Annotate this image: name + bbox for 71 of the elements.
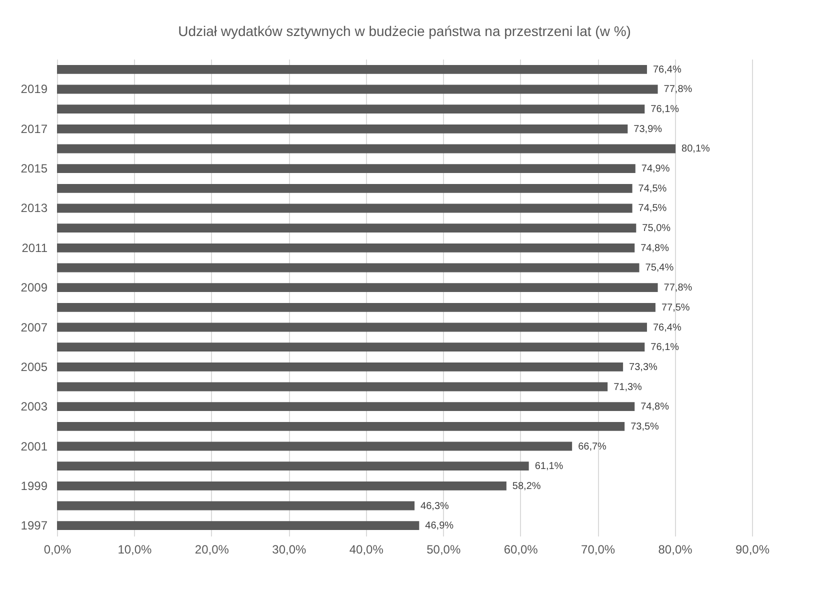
bar (57, 302, 656, 312)
bar (57, 422, 625, 431)
data-label: 76,1% (650, 342, 680, 354)
bar (57, 104, 645, 114)
data-label: 46,3% (420, 500, 449, 512)
data-label: 71,3% (614, 382, 642, 393)
data-label: 58,2% (512, 480, 541, 492)
data-label: 80,1% (682, 144, 710, 155)
x-tick-label: 80,0% (658, 542, 693, 556)
bar (57, 204, 632, 213)
y-tick-label: 2019 (20, 82, 48, 96)
data-label: 76,4% (652, 64, 682, 76)
y-tick-label: 2003 (20, 400, 48, 414)
bar (57, 322, 647, 332)
data-label: 77,8% (664, 84, 692, 96)
data-label: 75,0% (642, 223, 671, 234)
y-tick-label: 2011 (22, 240, 48, 255)
bar (57, 442, 572, 451)
data-label: 66,7% (578, 441, 607, 452)
chart-title: Udział wydatków sztywnych w budżecie państwa na przestrzeni lat (w %) (178, 23, 631, 39)
data-label: 74,5% (638, 183, 667, 194)
x-tick-label: 20,0% (194, 542, 230, 556)
bar (57, 462, 529, 471)
x-tick-label: 60,0% (504, 542, 538, 556)
data-label: 73,3% (629, 362, 658, 373)
bar (57, 263, 640, 272)
bar (57, 124, 628, 134)
data-label: 74,8% (640, 242, 670, 254)
bar (57, 224, 636, 233)
x-tick-label: 50,0% (426, 542, 461, 556)
data-label: 74,5% (638, 203, 667, 214)
y-tick-label: 2007 (20, 320, 48, 334)
data-label: 73,5% (630, 421, 660, 432)
bar (57, 64, 647, 74)
bar (57, 144, 676, 154)
bar (57, 481, 506, 490)
y-tick-label: 1997 (20, 518, 48, 533)
x-tick-label: 10,0% (118, 542, 152, 556)
bar (57, 521, 420, 530)
x-tick-label: 0,0% (44, 542, 72, 556)
y-tick-label: 1999 (20, 478, 48, 493)
y-tick-label: 2013 (20, 201, 48, 216)
bar (57, 84, 658, 94)
x-tick-label: 30,0% (272, 542, 307, 556)
bar (57, 243, 635, 252)
y-tick-label: 2015 (20, 162, 48, 176)
data-label: 77,8% (664, 282, 692, 294)
bar (57, 362, 624, 372)
data-label: 74,8% (640, 402, 670, 413)
data-label: 77,5% (661, 302, 690, 314)
data-label: 76,1% (650, 104, 680, 116)
bar (57, 402, 635, 412)
data-label: 61,1% (534, 461, 564, 472)
y-tick-label: 2005 (20, 360, 48, 374)
x-tick-label: 40,0% (349, 542, 384, 556)
bar (57, 501, 415, 510)
bar (57, 342, 645, 352)
data-label: 73,9% (634, 124, 662, 135)
data-label: 75,4% (645, 262, 674, 274)
data-label: 46,9% (425, 520, 454, 532)
x-tick-label: 70,0% (581, 542, 616, 556)
bar (57, 382, 608, 392)
data-label: 74,9% (641, 164, 670, 175)
bar (57, 164, 636, 174)
y-tick-label: 2017 (20, 122, 48, 136)
bar (57, 184, 632, 193)
x-tick-label: 90,0% (735, 542, 770, 556)
y-tick-label: 2001 (20, 439, 48, 454)
bar (57, 283, 658, 292)
y-tick-label: 2009 (20, 280, 48, 295)
data-label: 76,4% (652, 322, 682, 334)
